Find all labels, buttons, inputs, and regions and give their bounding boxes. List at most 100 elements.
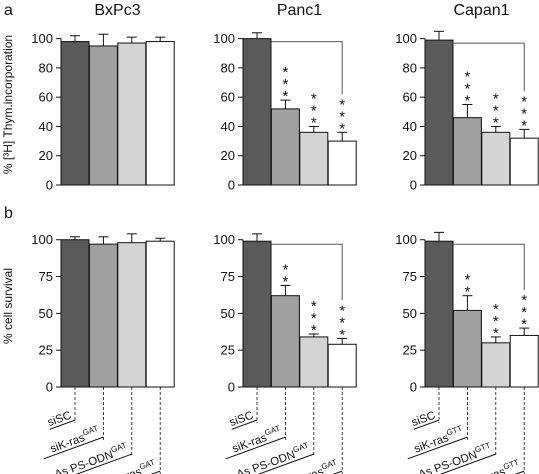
y-tick-label: 80 bbox=[39, 60, 53, 75]
significance-star: * bbox=[311, 310, 317, 327]
y-tick-label: 0 bbox=[228, 178, 235, 193]
bar bbox=[452, 309, 482, 388]
significance-star: * bbox=[339, 302, 345, 319]
significance-star: * bbox=[521, 105, 527, 122]
significance-star: * bbox=[339, 314, 345, 331]
significance-star: * bbox=[464, 69, 470, 86]
significance-star: * bbox=[493, 313, 499, 330]
y-tick-label: 25 bbox=[403, 343, 417, 358]
significance-star: * bbox=[521, 316, 527, 333]
comparison-bracket bbox=[453, 243, 525, 291]
significance-star: * bbox=[521, 93, 527, 110]
category-label-text: siK-ras bbox=[231, 432, 269, 456]
bar bbox=[327, 343, 357, 388]
category-label-text: pSsik-ras bbox=[458, 466, 507, 474]
bar bbox=[270, 108, 300, 186]
comparison-bracket bbox=[453, 42, 525, 92]
significance-star: * bbox=[339, 326, 345, 343]
category-label-text: siK-ras bbox=[49, 432, 87, 456]
category-underline bbox=[43, 436, 104, 460]
bar bbox=[117, 242, 147, 388]
bar bbox=[299, 336, 329, 388]
significance-star: * bbox=[521, 117, 527, 134]
y-tick-label: 100 bbox=[31, 31, 53, 46]
y-tick-label: 60 bbox=[39, 90, 53, 105]
significance-star: * bbox=[282, 273, 288, 290]
bar bbox=[424, 240, 454, 388]
y-tick-label: 0 bbox=[228, 380, 235, 395]
bar bbox=[424, 39, 454, 186]
y-tick-label: 100 bbox=[395, 31, 417, 46]
category-label-text: As PS-ODN bbox=[417, 449, 479, 474]
panel-label-a: a bbox=[4, 2, 13, 19]
panel-label-b: b bbox=[4, 205, 13, 222]
category-label-superscript: GTT bbox=[474, 441, 492, 455]
category-label-text: As PS-ODN bbox=[235, 449, 297, 474]
category-underline bbox=[231, 419, 258, 430]
category-underline bbox=[60, 453, 132, 474]
significance-star: * bbox=[464, 93, 470, 110]
bar bbox=[327, 140, 357, 186]
chart-title: Capan1 bbox=[453, 2, 509, 19]
significance-star: * bbox=[493, 325, 499, 342]
bar bbox=[452, 117, 482, 186]
y-tick-label: 100 bbox=[31, 232, 53, 247]
significance-star: * bbox=[493, 114, 499, 131]
y-tick-label: 50 bbox=[39, 306, 53, 321]
chart-title: Panc1 bbox=[277, 2, 322, 19]
category-label-superscript: GAT bbox=[320, 458, 338, 472]
y-tick-label: 0 bbox=[410, 178, 417, 193]
y-tick-label: 20 bbox=[221, 148, 235, 163]
y-tick-label: 60 bbox=[221, 90, 235, 105]
category-label: siK-rasGTT bbox=[412, 424, 466, 456]
category-label-text: As PS-ODN bbox=[53, 449, 115, 474]
chart-a-1: BxPc3 0 20 40 60 80 100 % [³H] Thym.incorporati… bbox=[1, 2, 175, 193]
bar bbox=[242, 240, 272, 388]
significance-star: * bbox=[464, 81, 470, 98]
y-tick-label: 20 bbox=[403, 148, 417, 163]
significance-star: * bbox=[339, 96, 345, 113]
category-label-superscript: GAT bbox=[81, 424, 99, 438]
y-tick-label: 0 bbox=[410, 380, 417, 395]
category-underline bbox=[407, 436, 468, 460]
y-tick-label: 50 bbox=[221, 306, 235, 321]
category-label-superscript: GAT bbox=[110, 441, 128, 455]
bar bbox=[88, 243, 118, 388]
y-axis-label: % [³H] Thym.incorporation bbox=[1, 35, 15, 174]
significance-star: * bbox=[464, 272, 470, 289]
category-label: siK-rasGAT bbox=[48, 424, 102, 456]
y-tick-label: 75 bbox=[403, 269, 417, 284]
y-tick-label: 40 bbox=[403, 119, 417, 134]
category-label-text: pSsik-ras bbox=[94, 466, 143, 474]
category-underline bbox=[413, 419, 440, 430]
significance-star: * bbox=[282, 76, 288, 93]
significance-star: * bbox=[311, 298, 317, 315]
y-tick-label: 20 bbox=[39, 148, 53, 163]
y-tick-label: 80 bbox=[221, 60, 235, 75]
y-tick-label: 40 bbox=[221, 119, 235, 134]
bar bbox=[509, 137, 539, 186]
y-axis-label: % cell survival bbox=[1, 268, 15, 344]
significance-star: * bbox=[311, 90, 317, 107]
significance-star: * bbox=[339, 120, 345, 137]
y-tick-label: 100 bbox=[395, 232, 417, 247]
bar bbox=[242, 38, 272, 186]
category-label-superscript: GAT bbox=[138, 458, 156, 472]
bar bbox=[481, 131, 511, 186]
y-tick-label: 75 bbox=[39, 269, 53, 284]
category-underline bbox=[225, 436, 286, 460]
y-tick-label: 100 bbox=[213, 31, 235, 46]
category-underline bbox=[242, 453, 314, 474]
significance-star: * bbox=[464, 284, 470, 301]
comparison-bracket bbox=[271, 41, 343, 95]
category-label-text: pSsik-ras bbox=[276, 466, 325, 474]
y-tick-label: 25 bbox=[39, 343, 53, 358]
bar bbox=[509, 334, 539, 388]
bar bbox=[60, 239, 90, 388]
comparison-bracket bbox=[271, 243, 343, 301]
